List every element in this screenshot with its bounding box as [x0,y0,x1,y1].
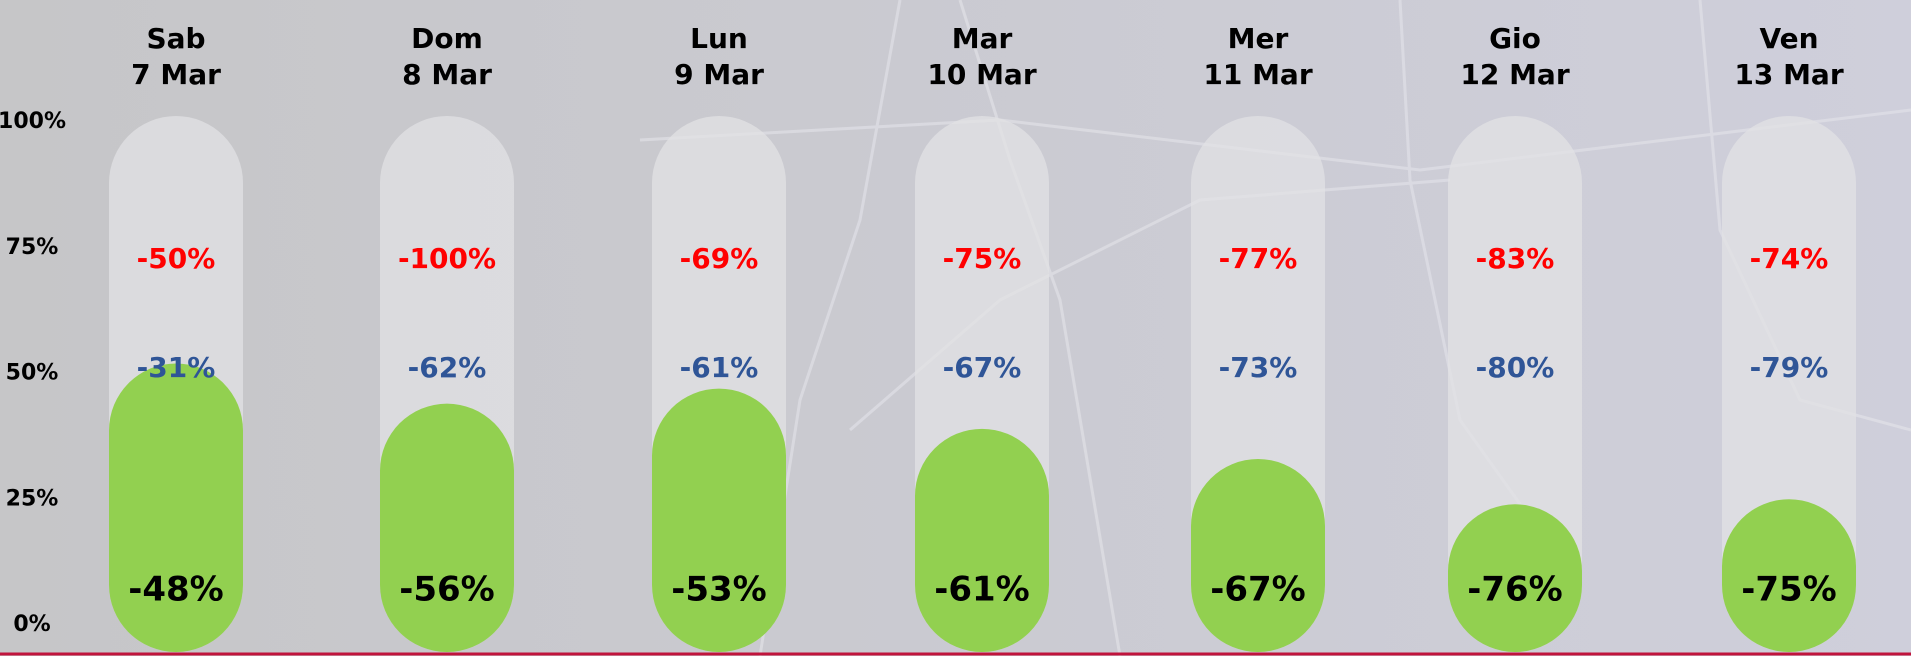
y-tick-label: 50% [6,361,59,386]
day-label: Mer [1228,22,1289,55]
date-label: 8 Mar [402,58,492,91]
red-label: -69% [680,242,759,275]
y-tick-label: 25% [6,486,59,511]
day-label: Sab [146,22,205,55]
blue-label: -62% [408,351,487,384]
day-label: Ven [1759,22,1818,55]
blue-label: -67% [943,351,1022,384]
blue-label: -31% [137,351,216,384]
bar [109,363,243,652]
day-label: Gio [1489,22,1541,55]
red-label: -83% [1476,242,1555,275]
blue-label: -61% [680,351,759,384]
red-label: -74% [1750,242,1829,275]
bar [1448,504,1582,652]
y-tick-label: 75% [6,235,59,260]
date-label: 12 Mar [1460,58,1569,91]
bar [1191,459,1325,652]
bar [1722,499,1856,652]
value-label: -53% [671,570,767,610]
bar [380,403,514,652]
day-label: Dom [411,22,483,55]
value-label: -67% [1210,570,1306,610]
value-label: -56% [399,570,495,610]
red-label: -77% [1219,242,1298,275]
value-label: -76% [1467,570,1563,610]
blue-label: -73% [1219,351,1298,384]
value-label: -75% [1741,570,1837,610]
date-label: 7 Mar [131,58,221,91]
day-label: Lun [690,22,748,55]
date-label: 9 Mar [674,58,764,91]
y-tick-label: 100% [0,109,66,134]
blue-label: -79% [1750,351,1829,384]
value-label: -48% [128,570,224,610]
date-label: 10 Mar [927,58,1036,91]
bar [652,388,786,652]
date-label: 11 Mar [1203,58,1312,91]
red-label: -50% [137,242,216,275]
red-label: -100% [398,242,496,275]
bar [915,428,1049,652]
y-tick-label: 0% [13,612,50,637]
red-label: -75% [943,242,1022,275]
blue-label: -80% [1476,351,1555,384]
day-label: Mar [952,22,1013,55]
value-label: -61% [934,570,1030,610]
date-label: 13 Mar [1734,58,1843,91]
